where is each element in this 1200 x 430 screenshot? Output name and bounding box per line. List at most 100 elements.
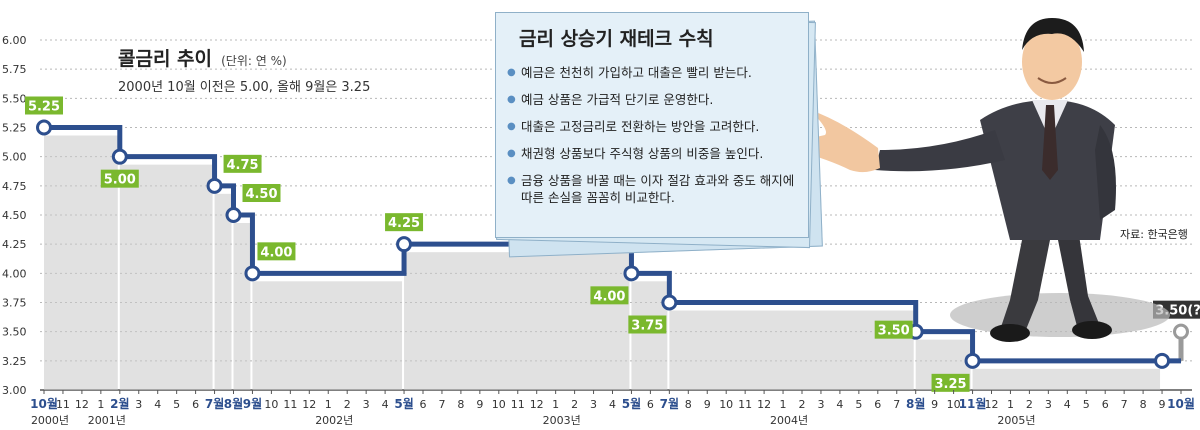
rate-label-box	[931, 373, 970, 392]
rate-label-box	[385, 213, 424, 232]
y-tick-label: 4.00	[2, 267, 27, 280]
x-month-label: 4	[154, 398, 161, 411]
rate-point	[623, 265, 640, 282]
tip-item: 대출은 고정금리로 전환하는 방안을 고려한다.	[507, 118, 807, 135]
x-month-label: 11	[56, 398, 70, 411]
x-month-label: 7월	[205, 396, 224, 411]
y-tick-label: 4.25	[2, 238, 27, 251]
y-tick-label: 6.00	[2, 34, 27, 47]
x-year-label: 2000년	[31, 414, 69, 427]
chart-title: 콜금리 추이	[118, 48, 213, 70]
rate-point	[396, 236, 413, 253]
x-month-label: 9	[931, 398, 938, 411]
tip-item: 금융 상품을 바꿀 때는 이자 절감 효과와 중도 해지에 따른 손실을 꼼꼼히…	[507, 172, 807, 206]
rate-point	[964, 352, 981, 369]
y-tick-label: 3.50	[2, 326, 27, 339]
x-month-label: 3	[1045, 398, 1052, 411]
rate-label-box	[628, 315, 667, 334]
x-month-label: 6	[420, 398, 427, 411]
x-month-label: 1	[552, 398, 559, 411]
tip-item: 예금 상품은 가급적 단기로 운영한다.	[507, 91, 807, 108]
rate-point	[206, 177, 223, 194]
x-month-label: 10월	[30, 396, 58, 411]
x-month-label: 11	[738, 398, 752, 411]
x-month-label: 12	[757, 398, 771, 411]
rate-label-box	[223, 154, 262, 173]
x-month-label: 9월	[243, 396, 262, 411]
x-month-label: 7	[438, 398, 445, 411]
chart-subtitle: 2000년 10월 이전은 5.00, 올해 9월은 3.25	[118, 80, 371, 95]
rate-label-box	[257, 242, 296, 261]
x-month-label: 1	[1007, 398, 1014, 411]
x-month-label: 8	[1140, 398, 1147, 411]
rate-points	[36, 119, 1189, 369]
x-month-label: 6	[647, 398, 654, 411]
x-month-label: 8	[685, 398, 692, 411]
x-month-label: 4	[609, 398, 616, 411]
rate-label: 4.25	[388, 216, 420, 231]
chart-unit: (단위: 연 %)	[221, 54, 287, 68]
x-month-label: 3	[135, 398, 142, 411]
x-month-label: 2월	[110, 396, 129, 411]
y-tick-label: 3.75	[2, 297, 27, 310]
x-month-label: 10	[947, 398, 961, 411]
x-month-label: 2	[799, 398, 806, 411]
x-year-label: 2002년	[315, 414, 353, 427]
x-month-label: 6	[1102, 398, 1109, 411]
rate-point	[1154, 352, 1171, 369]
y-tick-label: 4.50	[2, 209, 27, 222]
rate-label-box	[25, 96, 63, 115]
tips-list: 예금은 천천히 가입하고 대출은 빨리 받는다. 예금 상품은 가급적 단기로 …	[507, 64, 807, 216]
x-month-label: 3	[817, 398, 824, 411]
rate-label: 4.50	[245, 187, 277, 202]
x-month-label: 12	[302, 398, 316, 411]
x-month-label: 1	[325, 398, 332, 411]
x-month-label: 9	[704, 398, 711, 411]
rate-label: 4.75	[227, 158, 259, 173]
x-month-label: 7	[893, 398, 900, 411]
y-tick-label: 5.75	[2, 63, 27, 76]
chart-title-block: 콜금리 추이 (단위: 연 %)	[118, 44, 287, 71]
x-month-label: 10	[492, 398, 506, 411]
y-tick-label: 5.25	[2, 122, 27, 135]
source-note: 자료: 한국은행	[1120, 228, 1188, 241]
step-shadow-bar	[233, 223, 251, 390]
tips-title: 금리 상승기 재테크 수칙	[519, 28, 714, 50]
x-month-label: 7	[1121, 398, 1128, 411]
rate-label: 4.00	[593, 289, 625, 304]
x-month-label: 9	[476, 398, 483, 411]
y-tick-label: 3.25	[2, 355, 27, 368]
y-tick-label: 4.75	[2, 180, 27, 193]
x-month-label: 3	[590, 398, 597, 411]
y-tick-label: 3.00	[2, 384, 27, 397]
rate-point	[244, 265, 261, 282]
tip-item: 예금은 천천히 가입하고 대출은 빨리 받는다.	[507, 64, 807, 81]
forecast-point	[1173, 323, 1189, 340]
x-month-label: 4	[836, 398, 843, 411]
x-month-label: 2	[344, 398, 351, 411]
rate-label: 5.25	[28, 100, 60, 115]
x-month-label: 5	[1083, 398, 1090, 411]
x-month-label: 5월	[394, 396, 413, 411]
y-tick-label: 5.50	[2, 92, 27, 105]
rate-label: 3.25	[935, 377, 967, 392]
x-month-label: 11	[283, 398, 297, 411]
rate-label: 3.75	[631, 319, 663, 334]
y-tick-label: 5.00	[2, 151, 27, 164]
x-month-label: 1	[97, 398, 104, 411]
x-month-label: 8월	[224, 396, 243, 411]
x-year-label: 2005년	[997, 414, 1035, 427]
rate-label-box	[242, 184, 281, 202]
businessman-illustration	[795, 18, 1170, 342]
x-month-label: 5	[173, 398, 180, 411]
x-month-label: 11월	[959, 396, 987, 411]
x-month-label: 12	[530, 398, 544, 411]
x-year-label: 2004년	[770, 414, 808, 427]
rate-point	[225, 207, 242, 223]
step-shadow-bar	[404, 252, 630, 390]
x-month-label: 1	[780, 398, 787, 411]
x-month-label: 10	[719, 398, 733, 411]
